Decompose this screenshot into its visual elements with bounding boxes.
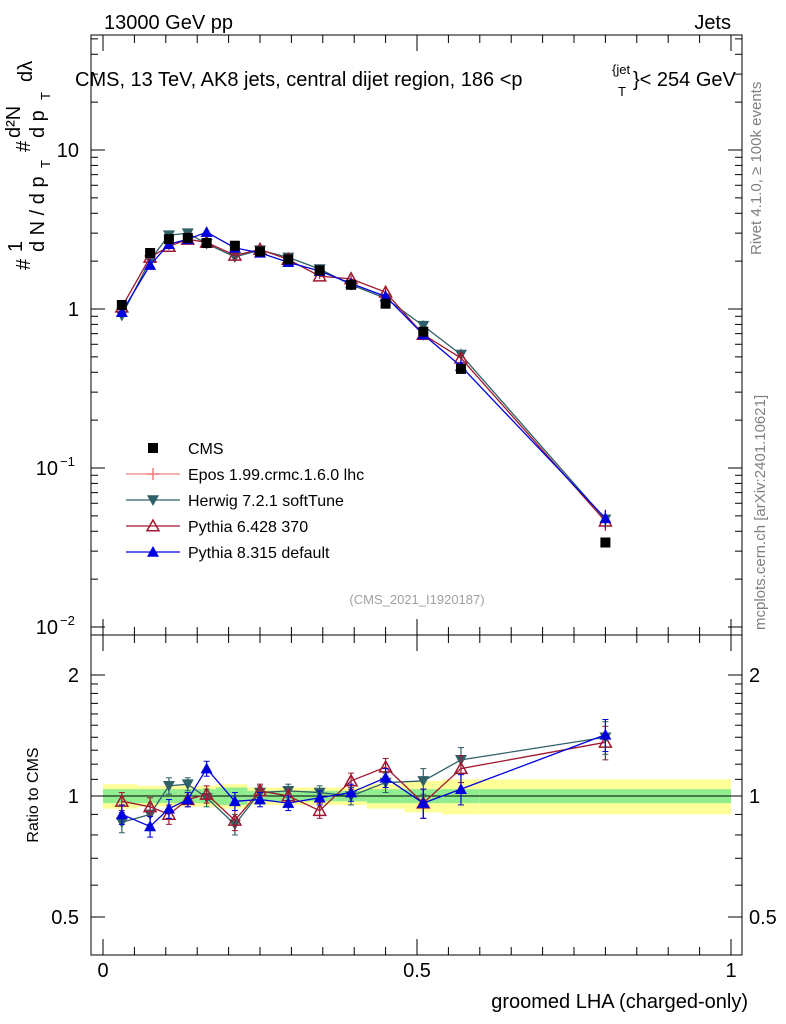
py6-ratio-point — [312, 803, 327, 817]
py8-main-point — [599, 512, 612, 524]
herwig-ratio-point — [162, 781, 175, 792]
legend-marker-herwig — [147, 495, 159, 506]
cms-data-point — [314, 265, 325, 276]
legend-label-herwig: Herwig 7.2.1 softTune — [188, 493, 344, 510]
py8-ratio-point — [599, 728, 612, 740]
cms-data-point — [418, 326, 429, 337]
legend-label-py8: Pythia 8.315 default — [188, 545, 330, 562]
py8-main-point — [115, 306, 128, 318]
mcplots-label: mcplots.cern.ch [arXiv:2401.10621] — [752, 395, 769, 630]
main-y-tick-label: 10 — [36, 458, 58, 480]
py6-main-point — [227, 247, 243, 261]
ratio-y-axis-label: Ratio to CMS — [25, 747, 42, 842]
x-tick-label: 0 — [97, 960, 108, 982]
plot-title-subscript: T — [618, 84, 626, 99]
plot-title: CMS, 13 TeV, AK8 jets, central dijet reg… — [75, 69, 523, 91]
cms-data-point — [163, 234, 174, 245]
py8-ratio-point — [162, 802, 175, 814]
legend: CMS Epos 1.99.crmc.1.6.0 lhc Herwig 7.2.1 … — [126, 441, 364, 562]
cms-data-point — [201, 238, 212, 249]
herwig-ratio-point — [181, 779, 194, 791]
rivet-version-label: Rivet 4.1.0, ≥ 100k events — [748, 82, 765, 255]
plot-title-superscript: {jet — [612, 62, 630, 77]
legend-label-cms: CMS — [188, 441, 224, 458]
cms-data-point — [600, 537, 611, 548]
ratio-y-tick-label-left: 0.5 — [51, 907, 79, 929]
py8-main-point — [379, 290, 392, 302]
py8-ratio-point — [254, 793, 266, 805]
main-y-tick-label: 10 — [57, 140, 79, 162]
py8-ratio-point — [313, 791, 326, 803]
py8-ratio-point — [345, 786, 358, 798]
svg-text:d p: d p — [27, 110, 49, 138]
svg-text:1: 1 — [5, 241, 27, 252]
py8-ratio-point — [417, 797, 430, 808]
py8-ratio-point — [228, 795, 241, 807]
py6-ratio-point — [142, 799, 158, 813]
legend-marker-py6 — [145, 518, 161, 532]
herwig-ratio-point — [417, 776, 430, 787]
svg-text:#: # — [13, 258, 35, 270]
cms-data-point — [455, 363, 466, 374]
py6-ratio-point — [453, 761, 469, 775]
cms-data-point — [145, 248, 156, 259]
ratio-y-tick-label-right: 1 — [749, 786, 760, 808]
legend-label-py6: Pythia 6.428 370 — [188, 519, 308, 536]
cms-data-point — [283, 254, 294, 265]
legend-label-epos: Epos 1.99.crmc.1.6.0 lhc — [188, 467, 364, 484]
main-y-tick-exponent: −2 — [60, 613, 75, 628]
x-tick-label: 1 — [725, 960, 736, 982]
x-tick-label: 0.5 — [403, 960, 431, 982]
py6-ratio-point — [227, 812, 243, 826]
cms-data-point — [182, 232, 193, 243]
analysis-id-label: (CMS_2021_I1920187) — [349, 592, 484, 607]
svg-text:d²N: d²N — [3, 106, 25, 138]
main-y-tick-exponent: −1 — [60, 454, 75, 469]
svg-text:dλ: dλ — [15, 61, 37, 82]
main-plot-layer — [114, 226, 613, 548]
header-jets-label: Jets — [694, 12, 731, 34]
py6-ratio-point — [199, 786, 214, 800]
ratio-plot-layer — [103, 718, 731, 838]
py8-ratio-line — [121, 734, 606, 828]
cms-data-point — [229, 240, 240, 251]
py8-main-point — [200, 226, 213, 237]
ratio-y-tick-label-right: 2 — [749, 665, 760, 687]
cms-data-point — [116, 299, 127, 310]
main-y-axis-label: # 1 d N / d p T # d²N d p T dλ — [3, 61, 53, 270]
py6-ratio-point — [161, 806, 177, 820]
py8-ratio-point — [181, 793, 194, 805]
py8-ratio-point — [144, 820, 157, 832]
svg-text:d N / d p: d N / d p — [27, 176, 49, 252]
py8-ratio-point — [200, 762, 213, 774]
cms-data-point — [346, 279, 357, 290]
main-y-tick-label: 1 — [68, 299, 79, 321]
ratio-y-tick-label-left: 2 — [68, 665, 79, 687]
cms-data-point — [255, 246, 265, 257]
svg-text:T: T — [38, 160, 53, 168]
py8-ratio-point — [454, 783, 467, 794]
plot-title-tail: }< 254 GeV — [633, 69, 737, 91]
header-energy-label: 13000 GeV pp — [104, 12, 233, 34]
py8-ratio-point — [115, 808, 128, 820]
svg-text:T: T — [38, 92, 53, 100]
cms-data-point — [380, 298, 391, 309]
py8-ratio-point — [282, 797, 295, 808]
legend-marker-epos — [147, 468, 159, 480]
main-y-tick-label: 10 — [36, 617, 58, 639]
py8-main-point — [144, 259, 157, 270]
ratio-y-tick-label-right: 0.5 — [749, 907, 777, 929]
x-axis-label: groomed LHA (charged-only) — [491, 991, 748, 1013]
py8-ratio-point — [379, 771, 392, 783]
svg-text:#: # — [13, 140, 35, 152]
ratio-y-tick-label-left: 1 — [68, 786, 79, 808]
legend-marker-py8 — [147, 546, 159, 557]
herwig-main-point — [417, 320, 430, 332]
legend-marker-cms — [148, 443, 158, 453]
